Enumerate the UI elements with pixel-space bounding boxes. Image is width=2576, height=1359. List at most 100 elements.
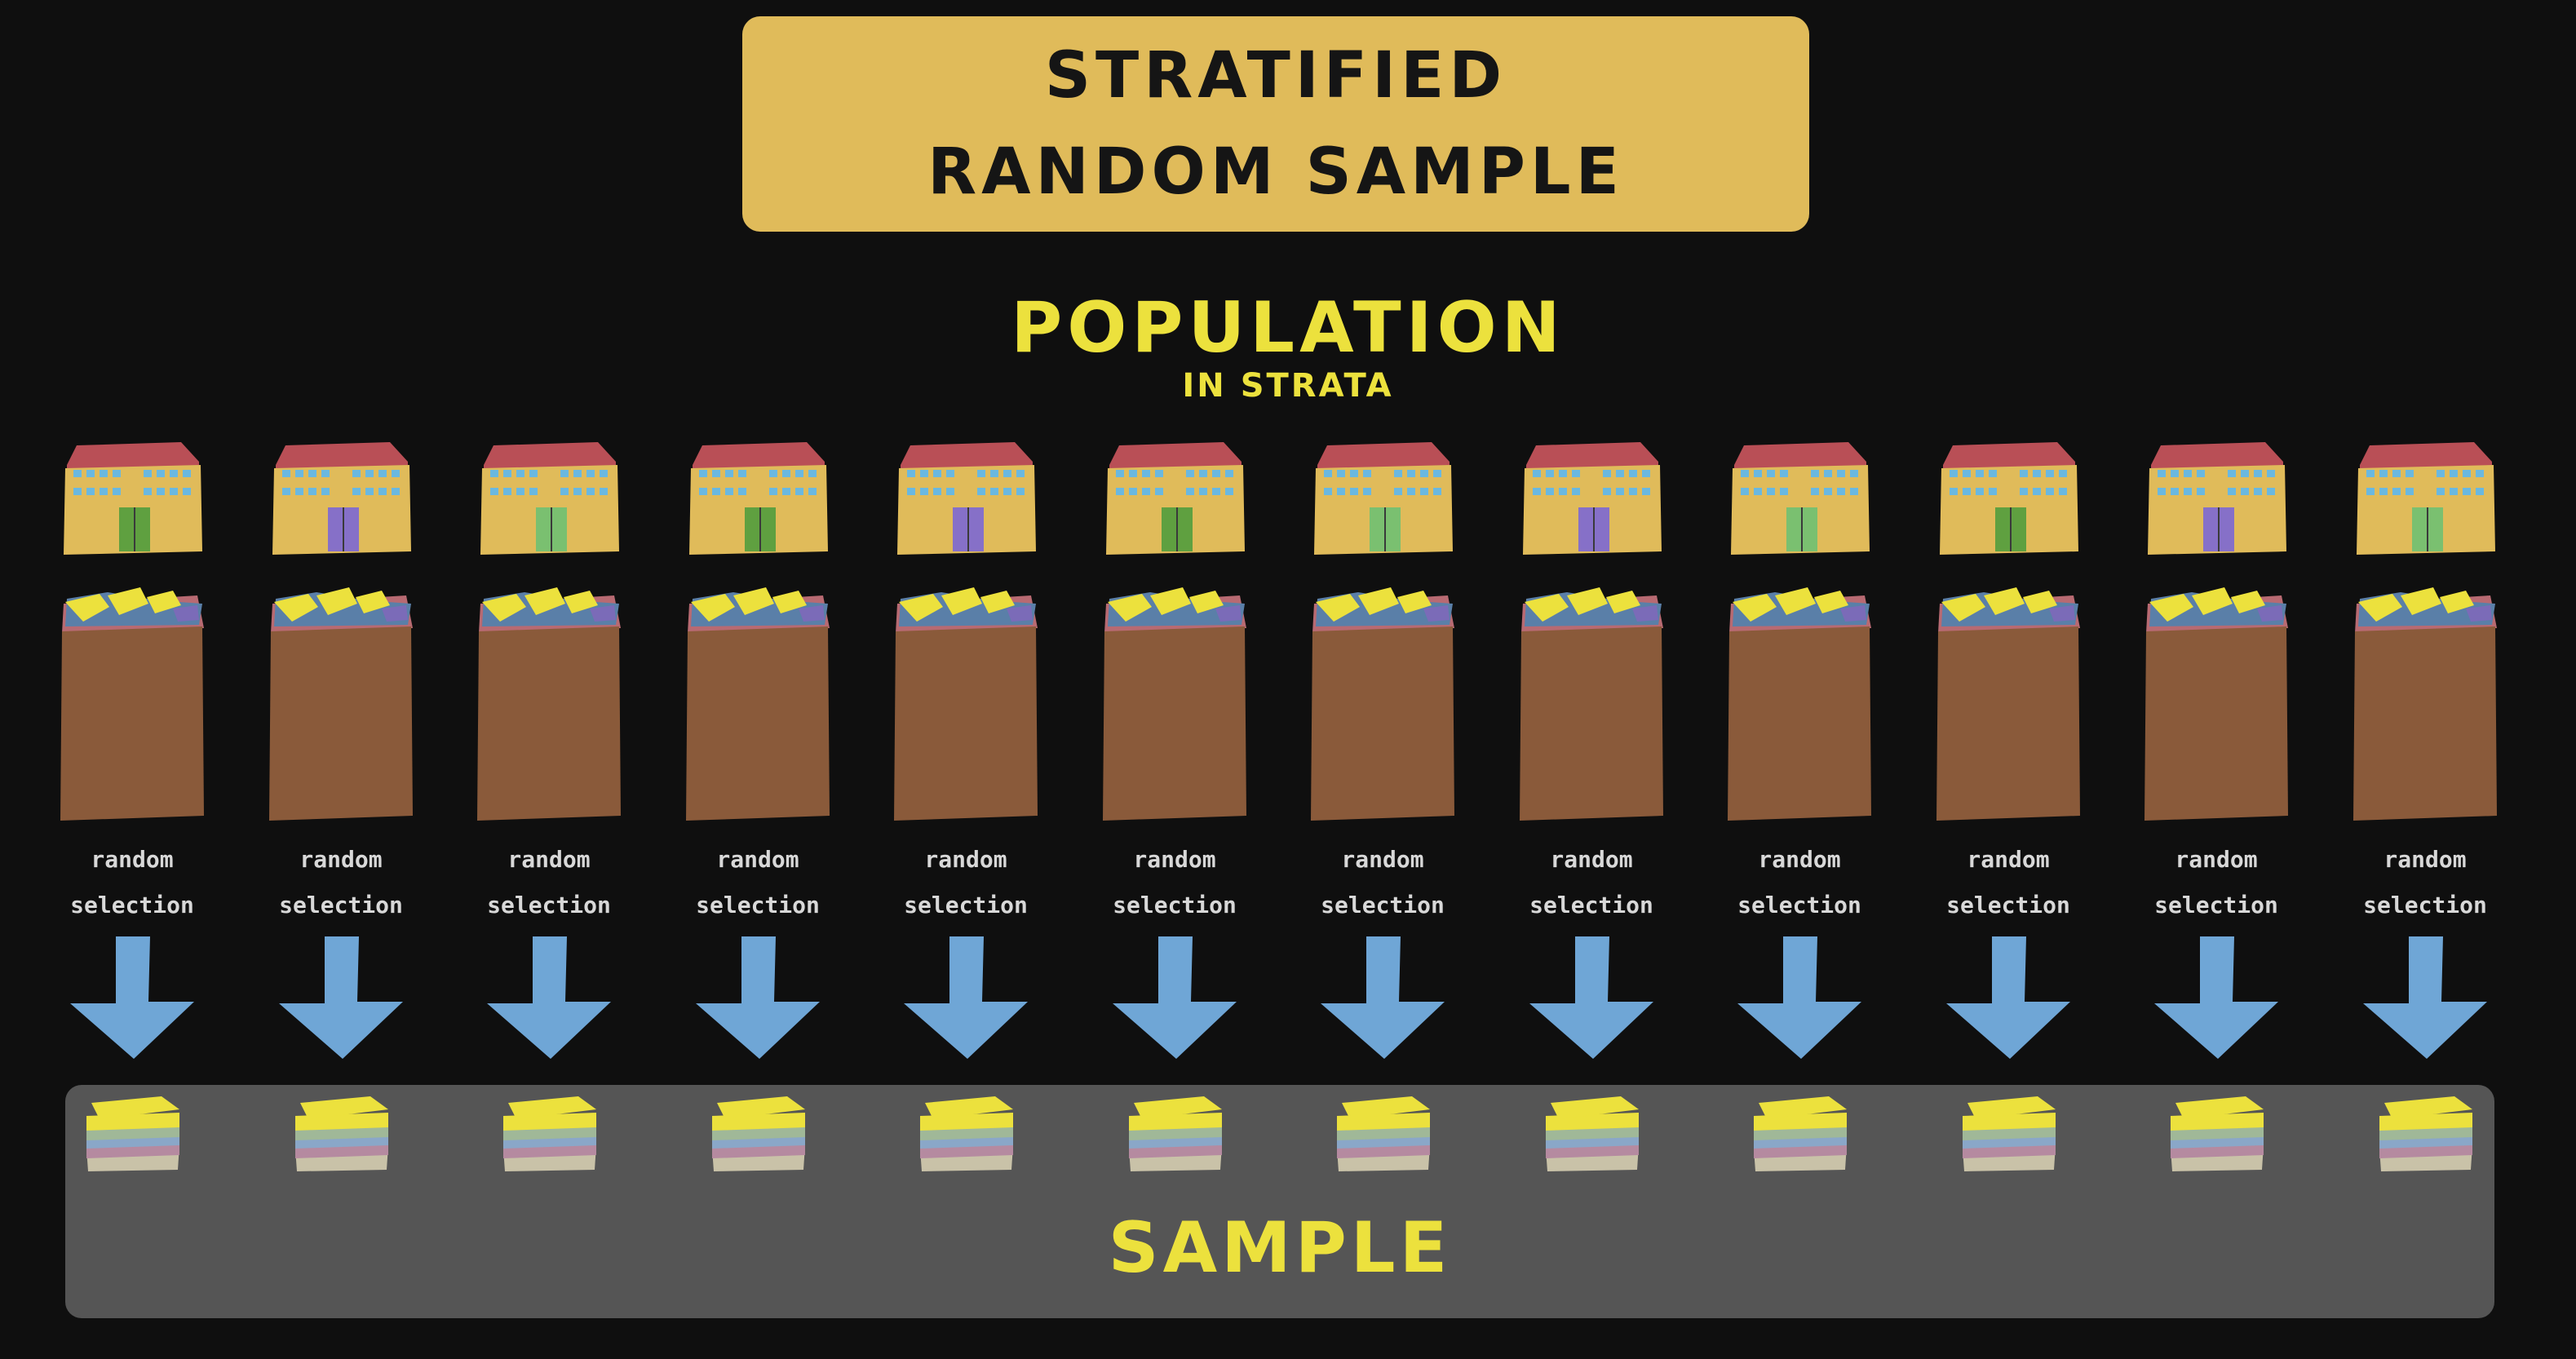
stratum-column: random selection: [476, 0, 622, 1359]
school-building-icon: [2352, 440, 2499, 563]
sample-layer-icon: [709, 1091, 807, 1173]
down-arrow-icon: [482, 935, 616, 1061]
selection-line-2: selection: [1321, 892, 1445, 919]
down-arrow-icon: [899, 935, 1033, 1061]
stratum-column: random selection: [1518, 0, 1665, 1359]
stratum-column: random selection: [59, 0, 206, 1359]
school-building-icon: [1518, 440, 1665, 563]
selection-line-1: random: [1550, 846, 1633, 873]
selection-line-2: selection: [2363, 892, 2487, 919]
selection-line-1: random: [1341, 846, 1424, 873]
selection-line-2: selection: [1529, 892, 1653, 919]
selection-line-2: selection: [696, 892, 820, 919]
random-selection-label: random selection: [251, 837, 431, 928]
stratum-column: random selection: [1101, 0, 1248, 1359]
selection-line-1: random: [924, 846, 1007, 873]
stratum-column: random selection: [1726, 0, 1873, 1359]
random-selection-label: random selection: [42, 837, 222, 928]
random-selection-label: random selection: [1919, 837, 2098, 928]
random-selection-label: random selection: [2335, 837, 2515, 928]
selection-line-2: selection: [1946, 892, 2070, 919]
stratum-stack-icon: [1309, 579, 1456, 824]
population-title: POPULATION: [1011, 287, 1565, 369]
stratum-column: random selection: [268, 0, 414, 1359]
title-banner: STRATIFIED RANDOM SAMPLE: [742, 16, 1809, 232]
stratum-stack-icon: [2143, 579, 2290, 824]
random-selection-label: random selection: [876, 837, 1056, 928]
selection-line-2: selection: [904, 892, 1028, 919]
stratum-column: random selection: [1309, 0, 1456, 1359]
selection-line-1: random: [1758, 846, 1841, 873]
sample-layer-icon: [500, 1091, 598, 1173]
stratum-stack-icon: [476, 579, 622, 824]
school-building-icon: [1935, 440, 2082, 563]
selection-line-2: selection: [70, 892, 194, 919]
stratum-stack-icon: [1101, 579, 1248, 824]
selection-line-2: selection: [2154, 892, 2278, 919]
sample-box: [65, 1085, 2494, 1318]
random-selection-label: random selection: [459, 837, 639, 928]
school-building-icon: [2143, 440, 2290, 563]
sample-layer-icon: [1543, 1091, 1640, 1173]
school-building-icon: [892, 440, 1039, 563]
random-selection-label: random selection: [2127, 837, 2306, 928]
sample-layer-icon: [292, 1091, 390, 1173]
stratum-stack-icon: [1518, 579, 1665, 824]
sample-layer-icon: [2167, 1091, 2265, 1173]
down-arrow-icon: [2358, 935, 2492, 1061]
selection-line-1: random: [716, 846, 799, 873]
down-arrow-icon: [1108, 935, 1242, 1061]
sample-layer-icon: [1126, 1091, 1224, 1173]
title-line-1: STRATIFIED: [1044, 39, 1507, 113]
sample-layer-icon: [1751, 1091, 1848, 1173]
selection-line-2: selection: [1113, 892, 1237, 919]
stratum-stack-icon: [1726, 579, 1873, 824]
down-arrow-icon: [1316, 935, 1450, 1061]
down-arrow-icon: [1941, 935, 2075, 1061]
stratum-column: random selection: [1935, 0, 2082, 1359]
stratum-stack-icon: [268, 579, 414, 824]
random-selection-label: random selection: [1710, 837, 1889, 928]
school-building-icon: [684, 440, 831, 563]
school-building-icon: [1309, 440, 1456, 563]
stratum-stack-icon: [2352, 579, 2499, 824]
selection-line-1: random: [91, 846, 174, 873]
school-building-icon: [59, 440, 206, 563]
sample-label: SAMPLE: [1108, 1207, 1452, 1289]
school-building-icon: [1726, 440, 1873, 563]
sample-layer-icon: [83, 1091, 181, 1173]
selection-line-1: random: [1133, 846, 1216, 873]
sample-layer-icon: [1334, 1091, 1432, 1173]
down-arrow-icon: [65, 935, 199, 1061]
down-arrow-icon: [1525, 935, 1658, 1061]
stratum-column: random selection: [2143, 0, 2290, 1359]
selection-line-2: selection: [279, 892, 403, 919]
selection-line-1: random: [1967, 846, 2050, 873]
random-selection-label: random selection: [1293, 837, 1472, 928]
stratum-stack-icon: [1935, 579, 2082, 824]
random-selection-label: random selection: [1502, 837, 1681, 928]
selection-line-1: random: [507, 846, 591, 873]
stratum-column: random selection: [2352, 0, 2499, 1359]
school-building-icon: [476, 440, 622, 563]
title-line-2: RANDOM SAMPLE: [927, 135, 1624, 209]
population-subtitle: IN STRATA: [1182, 367, 1394, 405]
down-arrow-icon: [2149, 935, 2283, 1061]
stratum-stack-icon: [59, 579, 206, 824]
selection-line-2: selection: [1737, 892, 1861, 919]
random-selection-label: random selection: [668, 837, 848, 928]
selection-line-1: random: [2383, 846, 2467, 873]
stratum-stack-icon: [892, 579, 1039, 824]
sample-layer-icon: [2376, 1091, 2474, 1173]
selection-line-1: random: [2175, 846, 2258, 873]
selection-line-1: random: [299, 846, 383, 873]
sample-layer-icon: [1959, 1091, 2057, 1173]
down-arrow-icon: [1733, 935, 1866, 1061]
stratum-column: random selection: [892, 0, 1039, 1359]
stratum-stack-icon: [684, 579, 831, 824]
random-selection-label: random selection: [1085, 837, 1264, 928]
stratum-column: random selection: [684, 0, 831, 1359]
down-arrow-icon: [691, 935, 825, 1061]
selection-line-2: selection: [487, 892, 611, 919]
school-building-icon: [1101, 440, 1248, 563]
